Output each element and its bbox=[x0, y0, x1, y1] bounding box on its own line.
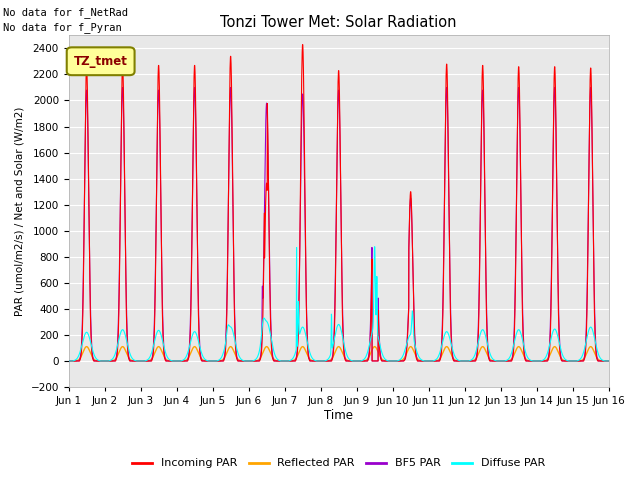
Text: No data for f_Pyran: No data for f_Pyran bbox=[3, 22, 122, 33]
Title: Tonzi Tower Met: Solar Radiation: Tonzi Tower Met: Solar Radiation bbox=[220, 15, 457, 30]
Text: TZ_tmet: TZ_tmet bbox=[74, 55, 127, 68]
X-axis label: Time: Time bbox=[324, 409, 353, 422]
Text: No data for f_NetRad: No data for f_NetRad bbox=[3, 7, 128, 18]
Legend: Incoming PAR, Reflected PAR, BF5 PAR, Diffuse PAR: Incoming PAR, Reflected PAR, BF5 PAR, Di… bbox=[128, 454, 550, 473]
Y-axis label: PAR (umol/m2/s) / Net and Solar (W/m2): PAR (umol/m2/s) / Net and Solar (W/m2) bbox=[15, 107, 25, 316]
